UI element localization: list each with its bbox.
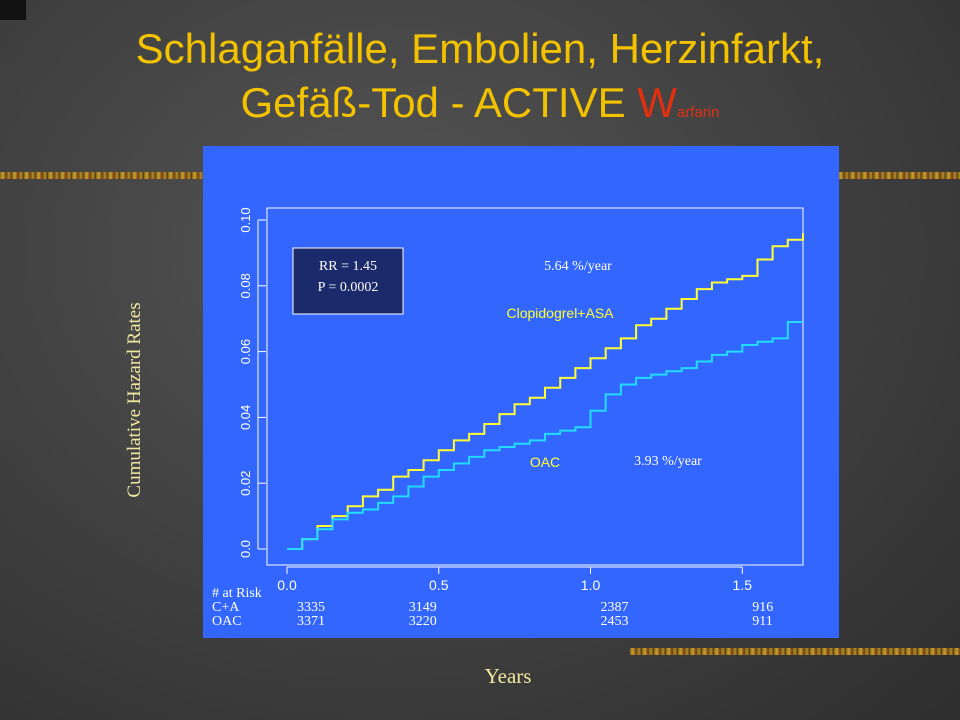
y-tick-label: 0.04 (238, 405, 253, 430)
risk-value: 2453 (601, 614, 629, 629)
y-tick-label: 0.02 (238, 471, 253, 496)
risk-value: 3371 (297, 614, 325, 629)
decorative-stripe-bottom (630, 648, 960, 655)
clopidogrel-series-label: Clopidogrel+ASA (506, 305, 614, 321)
series-layer (287, 233, 804, 550)
x-tick-label: 0.0 (277, 577, 297, 593)
oac-series-label: OAC (530, 454, 560, 470)
risk-value: 3149 (409, 600, 437, 615)
rr-value: RR = 1.45 (319, 259, 377, 274)
y-axis: 0.0 0.02 0.04 0.06 0.08 0.10 (238, 207, 266, 558)
risk-table-header: # at Risk (212, 586, 262, 601)
slide-title: Schlaganfälle, Embolien, Herzinfarkt, Ge… (0, 22, 960, 140)
series-line-0 (287, 233, 804, 550)
y-tick-label: 0.0 (238, 540, 253, 558)
risk-value: 3335 (297, 600, 325, 615)
stats-box: RR = 1.45 P = 0.0002 (292, 247, 404, 315)
x-axis-title: Years (484, 664, 532, 688)
plot-frame (266, 207, 804, 566)
x-tick-label: 0.5 (429, 577, 449, 593)
x-tick-label: 1.0 (581, 577, 601, 593)
slide-title-line2-text: Gefäß-Tod - ACTIVE (240, 79, 638, 126)
slide-title-w: W (637, 79, 677, 126)
y-tick-label: 0.08 (238, 273, 253, 298)
oac-rate-label: 3.93 %/year (634, 454, 702, 469)
p-value: P = 0.0002 (318, 280, 379, 295)
x-tick-label: 1.5 (733, 577, 753, 593)
clopidogrel-rate-label: 5.64 %/year (544, 259, 612, 274)
risk-value: 3220 (409, 614, 437, 629)
risk-table: # at Risk C+A OAC 3335 3149 2387 916 3371 322… (212, 586, 773, 629)
chart-panel (203, 146, 839, 638)
slide-title-line1: Schlaganfälle, Embolien, Herzinfarkt, (135, 25, 825, 72)
slide-title-subscript: arfarin (676, 104, 720, 121)
corner-block (0, 0, 26, 20)
x-axis: 0.0 0.5 1.0 1.5 (277, 566, 753, 593)
risk-value: 916 (752, 600, 773, 615)
y-axis-title: Cumulative Hazard Rates (124, 302, 145, 498)
risk-row-label-oac: OAC (212, 614, 242, 629)
stats-box-frame (292, 247, 404, 315)
y-tick-label: 0.10 (238, 207, 253, 232)
series-line-1 (287, 321, 803, 550)
risk-value: 2387 (601, 600, 629, 615)
risk-values: 3335 3149 2387 916 3371 3220 2453 911 (297, 600, 773, 629)
risk-row-label-ca: C+A (212, 600, 240, 615)
y-tick-label: 0.06 (238, 339, 253, 364)
decorative-stripe-right (838, 172, 960, 179)
slide-title-line2: Gefäß-Tod - ACTIVE Warfarin (0, 76, 960, 140)
decorative-stripe-left (0, 172, 205, 179)
risk-value: 911 (752, 614, 772, 629)
